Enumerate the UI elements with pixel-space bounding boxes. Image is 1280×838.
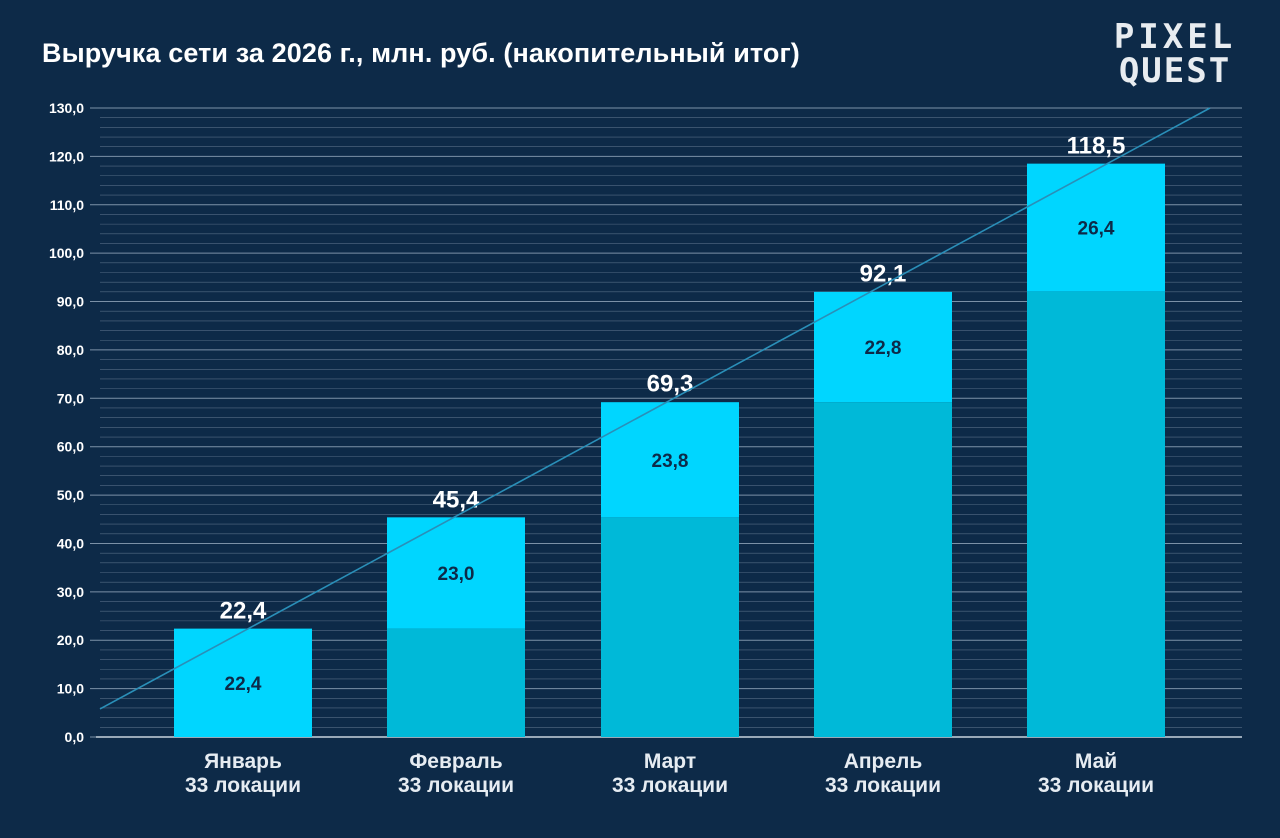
pixel-quest-logo: PIXEL QUEST [1104,20,1246,88]
x-category-sublabel: 33 локации [398,774,514,797]
bar-increment-segment [1027,163,1165,292]
bar-base-segment [601,517,739,737]
total-data-label: 69,3 [647,371,694,398]
total-data-label: 92,1 [860,260,907,287]
increment-data-label: 22,4 [225,674,262,695]
y-tick-label: 70,0 [57,390,84,406]
x-category-label: Апрель [844,750,923,773]
y-tick-label: 80,0 [57,342,84,358]
x-category-label: Февраль [409,750,502,773]
y-tick-label: 10,0 [57,681,84,697]
chart-title: Выручка сети за 2026 г., млн. руб. (нако… [42,38,800,68]
logo-line-2: QUEST [1118,51,1232,91]
bar-increment-segment [387,517,525,629]
y-tick-label: 130,0 [49,100,84,116]
increment-data-label: 26,4 [1078,219,1115,240]
bar-base-segment [1027,291,1165,737]
y-tick-label: 60,0 [57,439,84,455]
y-tick-label: 100,0 [49,245,84,261]
total-data-label: 45,4 [433,486,480,513]
x-category-sublabel: 33 локации [1038,774,1154,797]
bar-increment-segment [601,402,739,518]
y-tick-label: 50,0 [57,487,84,503]
y-tick-label: 90,0 [57,294,84,310]
y-tick-label: 40,0 [57,535,84,551]
y-tick-label: 0,0 [65,729,85,745]
y-tick-label: 110,0 [50,197,84,213]
x-category-label: Январь [204,750,282,773]
total-data-label: 22,4 [220,598,267,625]
bar-base-segment [814,402,952,737]
x-category-label: Май [1075,750,1117,773]
y-tick-label: 120,0 [49,148,84,164]
bar-increment-segment [174,628,312,737]
bar-base-segment [387,628,525,737]
y-tick-label: 30,0 [57,584,84,600]
x-category-sublabel: 33 локации [825,774,941,797]
y-tick-label: 20,0 [57,632,84,648]
increment-data-label: 23,0 [438,564,475,585]
logo-line-1: PIXEL [1113,17,1237,57]
increment-data-label: 22,8 [865,338,902,359]
x-category-label: Март [644,750,696,773]
total-data-label: 118,5 [1067,133,1126,160]
trend-line [99,107,1211,710]
x-category-sublabel: 33 локации [612,774,728,797]
increment-data-label: 23,8 [652,451,689,472]
x-category-sublabel: 33 локации [185,774,301,797]
